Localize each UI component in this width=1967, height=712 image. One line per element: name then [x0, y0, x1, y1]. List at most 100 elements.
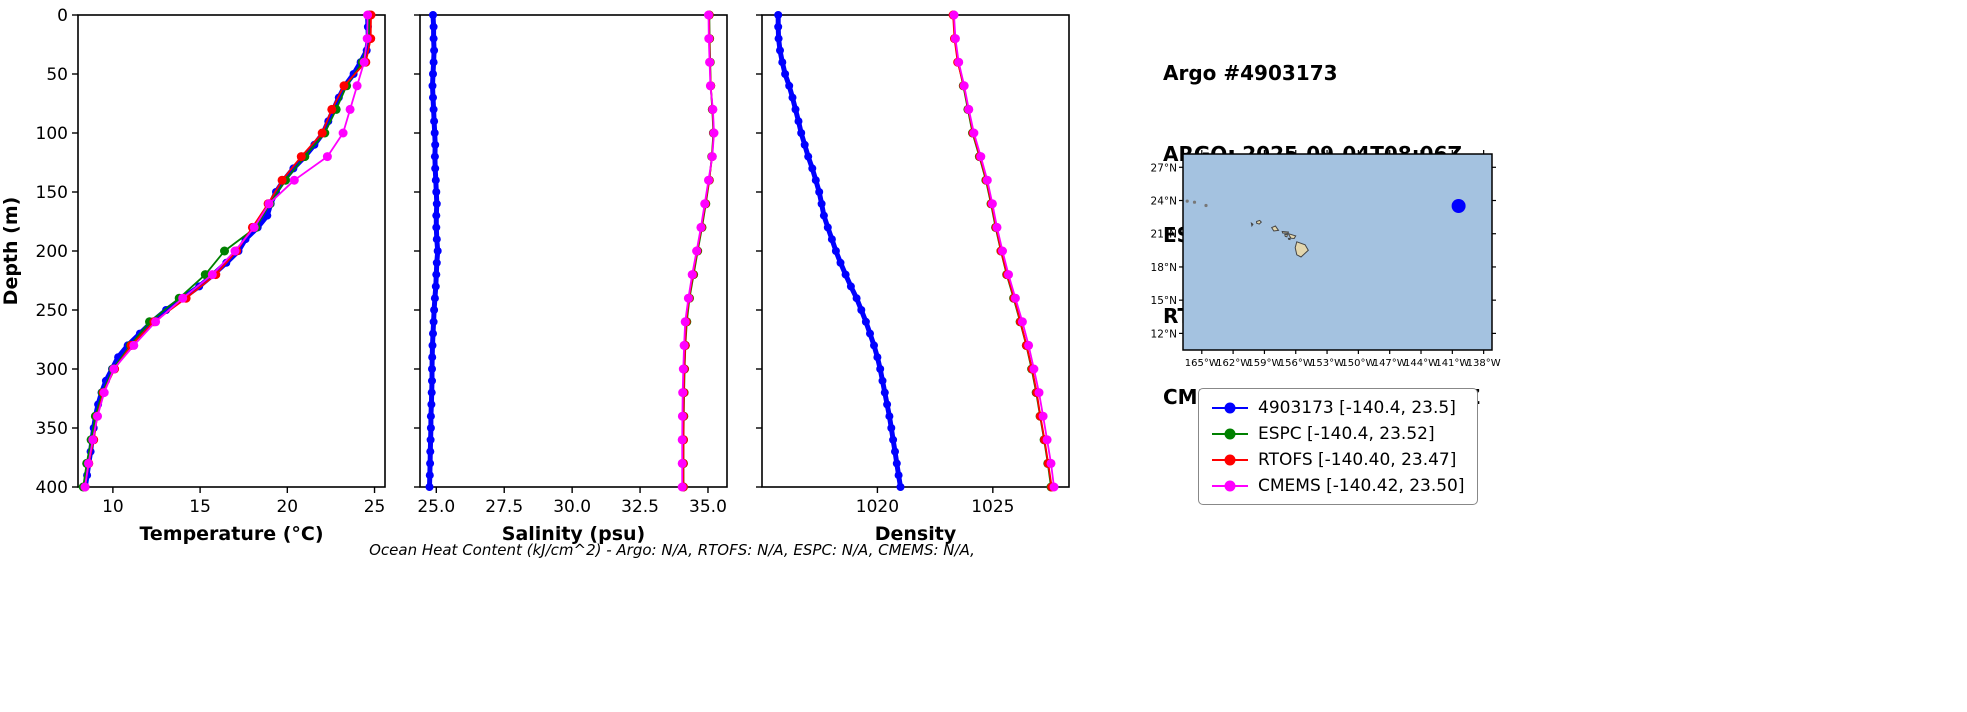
- island-kauai: [1256, 219, 1263, 225]
- location-map: 165°W162°W159°W156°W153°W150°W147°W144°W…: [1151, 150, 1501, 369]
- temperature-profile-chart: 10 15 20 25 Temperature (°C) 0 50 100 150 200 250 3…: [0, 6, 386, 545]
- series-marker: [791, 105, 800, 114]
- map-ocean: [1182, 153, 1493, 351]
- y-tick-label: 250: [36, 301, 68, 321]
- lon-tick-label: 138°W: [1467, 358, 1501, 369]
- legend-marker-4903173: [1212, 402, 1248, 413]
- x-tick-label: 15: [189, 497, 211, 517]
- series-marker: [1010, 293, 1020, 303]
- y-tick-label: 350: [36, 419, 68, 439]
- series-marker: [428, 341, 437, 350]
- series-marker: [709, 128, 719, 138]
- series-marker: [894, 471, 903, 480]
- islet-dot: [1185, 199, 1189, 203]
- x-tick-label: 30.0: [553, 497, 591, 517]
- series-marker: [678, 364, 688, 374]
- series-marker: [707, 152, 717, 162]
- x-axis-title: Density: [875, 523, 957, 545]
- series-marker: [429, 93, 437, 102]
- legend-marker-RTOFS: [1212, 454, 1248, 465]
- series-marker: [338, 128, 348, 138]
- y-tick-label: 100: [36, 124, 68, 144]
- series-marker: [220, 246, 229, 256]
- island-lanai: [1284, 233, 1289, 238]
- temperature-x-axis: 10 15 20 25 Temperature (°C): [102, 487, 385, 545]
- series-marker: [178, 293, 188, 303]
- legend-item-RTOFS: RTOFS [-140.40, 23.47]: [1211, 448, 1465, 471]
- series-marker: [426, 447, 435, 456]
- y-tick-label: 400: [36, 478, 68, 498]
- series-marker: [857, 306, 866, 314]
- series-marker: [426, 412, 435, 421]
- y-tick-label: 300: [36, 360, 68, 380]
- series-marker: [819, 211, 828, 220]
- series-marker: [892, 459, 901, 468]
- series-marker: [696, 222, 706, 232]
- legend-marker-CMEMS: [1212, 480, 1248, 491]
- series-marker: [230, 246, 240, 256]
- series-marker: [788, 93, 797, 102]
- series-marker: [704, 34, 714, 44]
- series-marker: [339, 81, 349, 91]
- series-marker: [1024, 340, 1034, 350]
- series-marker: [109, 364, 119, 374]
- island-kahoolawe: [1287, 237, 1291, 241]
- lon-tick-label: 162°W: [1216, 358, 1250, 369]
- series-marker: [987, 199, 997, 209]
- series-marker: [345, 104, 355, 114]
- density-series-4903173: [774, 11, 905, 491]
- series-marker: [352, 81, 362, 91]
- lon-tick-label: 153°W: [1310, 358, 1344, 369]
- island-oahu: [1270, 225, 1280, 232]
- series-marker: [687, 270, 697, 280]
- series-marker: [774, 11, 783, 19]
- series-marker: [873, 353, 882, 362]
- series-marker: [1034, 388, 1044, 398]
- series-marker: [705, 57, 715, 67]
- density-profile-chart: 1020 1025 Density: [756, 10, 1070, 545]
- y-axis-title: Depth (m): [0, 197, 22, 306]
- lon-tick-label: 156°W: [1279, 358, 1313, 369]
- series-marker: [432, 211, 441, 220]
- lat-tick-label: 12°N: [1151, 328, 1177, 340]
- series-marker: [429, 11, 437, 19]
- x-tick-label: 32.5: [621, 497, 659, 517]
- series-marker: [432, 235, 441, 244]
- islet-dot: [1204, 203, 1208, 208]
- series-marker: [1029, 364, 1039, 374]
- series-marker: [428, 353, 437, 362]
- series-marker: [781, 70, 790, 78]
- x-axis-title: Salinity (psu): [502, 523, 645, 545]
- series-marker: [363, 10, 373, 20]
- series-marker: [432, 199, 441, 208]
- series-marker: [896, 483, 905, 491]
- series-marker: [426, 459, 435, 468]
- lon-tick-label: 159°W: [1247, 358, 1281, 369]
- legend-label: ESPC [-140.4, 23.52]: [1258, 423, 1435, 444]
- series-marker: [841, 270, 850, 279]
- legend-item-4903173: 4903173 [-140.4, 23.5]: [1211, 396, 1465, 419]
- lat-tick-label: 18°N: [1151, 262, 1177, 274]
- series-marker: [964, 104, 974, 114]
- series-marker: [880, 388, 889, 397]
- series-marker: [815, 188, 824, 196]
- series-marker: [429, 317, 438, 326]
- series-marker: [264, 199, 274, 209]
- legend-label: 4903173 [-140.4, 23.5]: [1258, 397, 1456, 418]
- series-marker: [327, 104, 337, 114]
- series-marker: [429, 329, 437, 338]
- salinity-y-axis: [414, 14, 420, 488]
- ocean-heat-content-note: Ocean Heat Content (kJ/cm^2) - Argo: N/A…: [369, 541, 975, 559]
- x-tick-label: 20: [276, 497, 298, 517]
- series-marker: [700, 199, 710, 209]
- series-marker: [289, 164, 298, 173]
- header-title: Argo #4903173: [1163, 61, 1338, 85]
- series-marker: [296, 152, 306, 162]
- salinity-profile-chart: 25.0 27.5 30.0 32.5 35.0 Salinity (psu): [414, 10, 728, 545]
- lon-tick-label: 165°W: [1185, 358, 1219, 369]
- series-marker: [785, 81, 794, 90]
- island-maui: [1287, 232, 1297, 240]
- island-molokai: [1281, 230, 1290, 234]
- series-marker: [998, 246, 1007, 256]
- islet-dot: [1192, 200, 1197, 204]
